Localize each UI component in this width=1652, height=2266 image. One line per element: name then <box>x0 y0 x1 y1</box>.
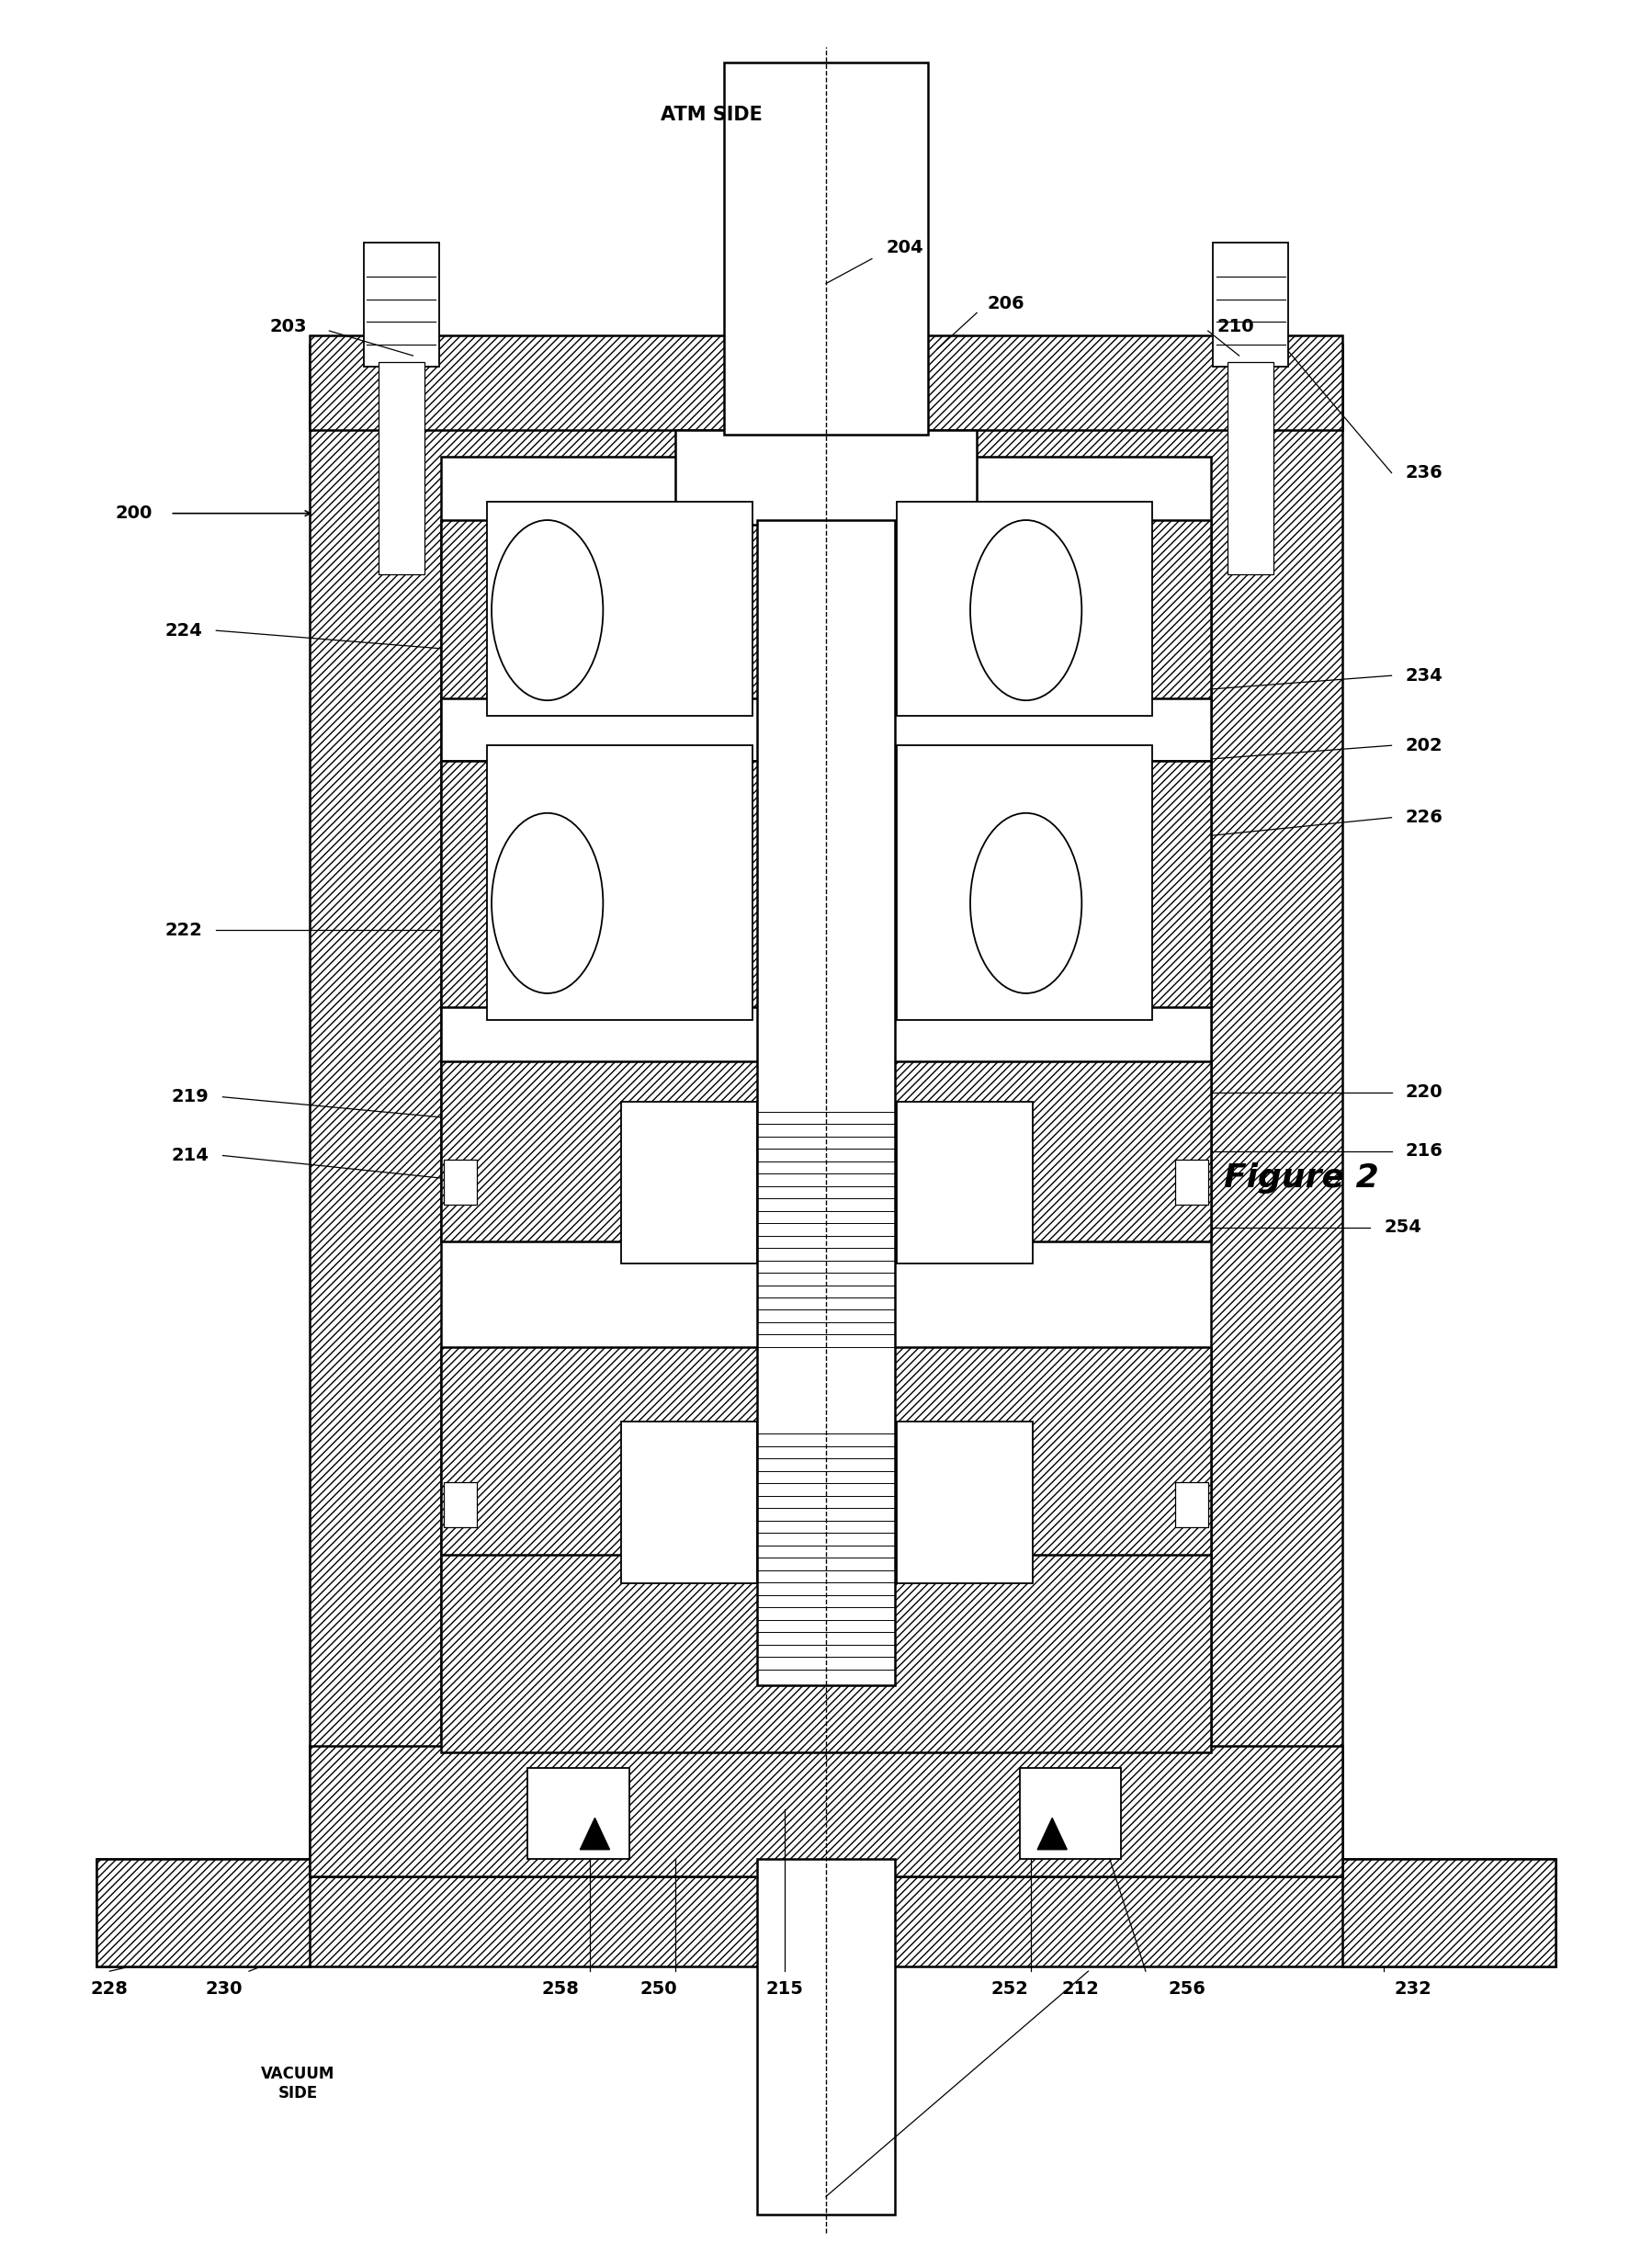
Bar <box>897 746 1151 1020</box>
Text: 230: 230 <box>206 1980 243 1999</box>
Bar <box>897 1421 1032 1584</box>
Text: VACUUM
SIDE: VACUUM SIDE <box>261 2067 335 2101</box>
Text: 256: 256 <box>1168 1980 1206 1999</box>
Text: 210: 210 <box>1218 317 1254 335</box>
Bar <box>444 1160 477 1206</box>
Text: 234: 234 <box>1406 666 1444 684</box>
Text: 228: 228 <box>91 1980 129 1999</box>
Bar <box>441 1554 1211 1752</box>
Bar <box>897 503 1151 716</box>
Text: 232: 232 <box>1394 1980 1432 1999</box>
Text: Figure 2: Figure 2 <box>1224 1162 1379 1194</box>
Bar <box>309 344 1343 1876</box>
Bar <box>1213 242 1289 367</box>
Text: 254: 254 <box>1384 1219 1422 1237</box>
Bar <box>1175 1160 1208 1206</box>
Bar <box>309 1745 1343 1876</box>
Bar <box>1019 1767 1122 1858</box>
Bar <box>897 1101 1032 1264</box>
Text: ATM SIDE: ATM SIDE <box>661 104 762 125</box>
Bar <box>441 521 1211 705</box>
Bar <box>363 242 439 367</box>
Ellipse shape <box>970 521 1082 700</box>
Text: 214: 214 <box>172 1147 208 1165</box>
Bar <box>527 1767 629 1858</box>
Text: 206: 206 <box>988 295 1024 313</box>
Bar <box>441 1006 1211 1065</box>
Bar <box>621 1421 757 1584</box>
Bar <box>487 746 752 1020</box>
Bar <box>1343 1858 1556 1967</box>
Text: 222: 222 <box>165 922 202 938</box>
Bar <box>441 1060 1211 1242</box>
Bar <box>444 1482 477 1527</box>
Text: 202: 202 <box>1406 736 1442 755</box>
Text: 250: 250 <box>639 1980 677 1999</box>
Text: 236: 236 <box>1406 465 1444 483</box>
Text: 204: 204 <box>885 238 923 256</box>
Text: 252: 252 <box>991 1980 1029 1999</box>
Text: 219: 219 <box>172 1088 208 1106</box>
Bar <box>441 761 1211 1008</box>
Polygon shape <box>1037 1817 1067 1849</box>
Text: 212: 212 <box>1061 1980 1099 1999</box>
Text: 200: 200 <box>116 505 152 521</box>
Bar <box>487 503 752 716</box>
Bar <box>96 1858 1556 1967</box>
Bar <box>441 1346 1211 1561</box>
Ellipse shape <box>492 521 603 700</box>
Text: 216: 216 <box>1406 1142 1444 1160</box>
Ellipse shape <box>970 813 1082 993</box>
Bar <box>96 1858 309 1967</box>
Text: 226: 226 <box>1406 809 1444 827</box>
Bar <box>757 521 895 1686</box>
Bar <box>621 1101 757 1264</box>
Bar <box>441 698 1211 761</box>
Bar <box>378 363 425 573</box>
Bar <box>441 458 1211 1740</box>
Text: 258: 258 <box>542 1980 580 1999</box>
Bar <box>1227 363 1274 573</box>
Bar <box>309 335 1343 431</box>
Bar <box>676 431 976 526</box>
Bar <box>757 1858 895 2214</box>
Text: 220: 220 <box>1406 1083 1442 1101</box>
Ellipse shape <box>492 813 603 993</box>
Bar <box>724 63 928 435</box>
Text: 203: 203 <box>269 317 307 335</box>
Text: 224: 224 <box>165 621 202 639</box>
Text: 215: 215 <box>767 1980 805 1999</box>
Bar <box>1175 1482 1208 1527</box>
Polygon shape <box>580 1817 610 1849</box>
